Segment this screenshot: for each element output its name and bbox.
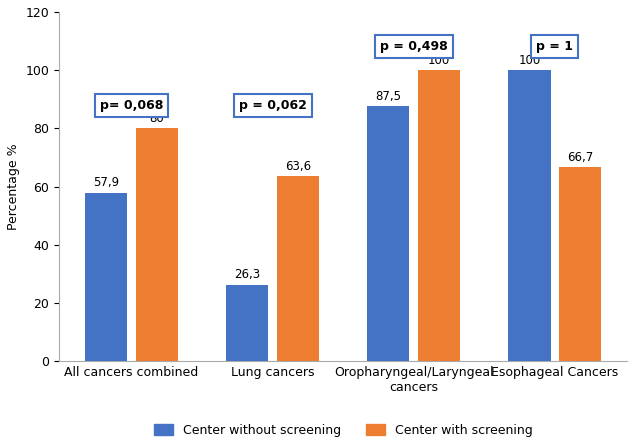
Text: 100: 100 <box>518 54 540 67</box>
Bar <box>367 107 410 361</box>
Text: p = 1: p = 1 <box>536 40 573 53</box>
Bar <box>277 176 319 361</box>
Bar <box>85 193 127 361</box>
Text: p = 0,498: p = 0,498 <box>380 40 448 53</box>
Text: p= 0,068: p= 0,068 <box>100 99 163 112</box>
Text: 80: 80 <box>149 112 164 125</box>
Text: 26,3: 26,3 <box>234 268 260 281</box>
Text: p = 0,062: p = 0,062 <box>239 99 307 112</box>
Text: 100: 100 <box>428 54 450 67</box>
Bar <box>136 128 178 361</box>
Text: 87,5: 87,5 <box>375 90 401 103</box>
Text: 66,7: 66,7 <box>567 151 593 164</box>
Legend: Center without screening, Center with screening: Center without screening, Center with sc… <box>149 419 537 442</box>
Y-axis label: Percentage %: Percentage % <box>7 143 20 230</box>
Bar <box>508 70 551 361</box>
Bar <box>226 284 269 361</box>
Text: 57,9: 57,9 <box>93 176 119 189</box>
Bar <box>559 167 601 361</box>
Bar <box>418 70 460 361</box>
Text: 63,6: 63,6 <box>285 159 311 172</box>
